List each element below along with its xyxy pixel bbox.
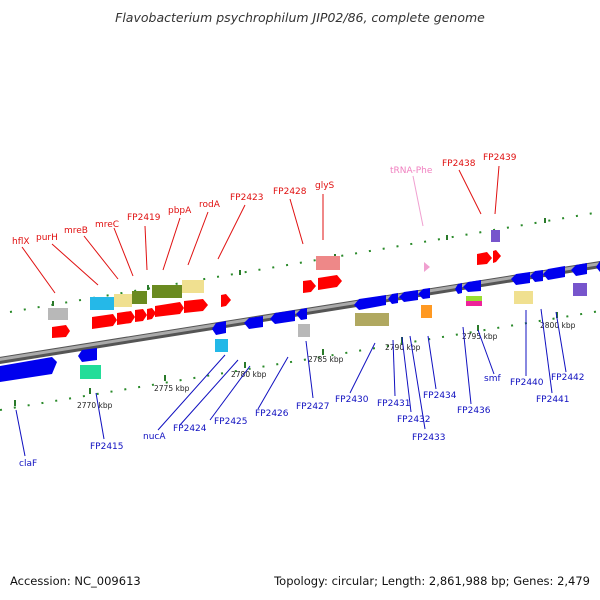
gene-box[interactable] xyxy=(182,280,204,293)
gene-label[interactable]: nucA xyxy=(143,432,166,442)
gene-arrow[interactable] xyxy=(571,263,587,276)
gene-arrow[interactable] xyxy=(455,283,462,294)
gene-box[interactable] xyxy=(514,291,533,304)
gene-box[interactable] xyxy=(90,297,114,310)
gene-label[interactable]: pbpA xyxy=(168,206,192,216)
gene-label[interactable]: rodA xyxy=(199,200,221,210)
forward-label-group: hflX purH mreB mreC FP2419 pbpA rodA FP2… xyxy=(12,153,517,247)
gene-arrow[interactable] xyxy=(270,310,295,324)
gene-label[interactable]: FP2439 xyxy=(483,153,517,163)
gene-label[interactable]: FP2419 xyxy=(127,213,161,223)
outer-dotted-track xyxy=(9,211,600,313)
gene-arrow[interactable] xyxy=(530,270,543,282)
gene-arrow[interactable] xyxy=(596,261,600,272)
gene-arrow[interactable] xyxy=(0,357,57,382)
gene-label[interactable]: FP2430 xyxy=(335,395,369,405)
trna-leader xyxy=(412,175,424,227)
gene-arrow[interactable] xyxy=(477,252,492,265)
gene-arrow[interactable] xyxy=(399,290,418,302)
gene-box[interactable] xyxy=(491,230,500,242)
gene-label[interactable]: FP2415 xyxy=(90,442,124,452)
map-title: Flavobacterium psychrophilum JIP02/86, c… xyxy=(115,10,485,25)
gene-box[interactable] xyxy=(48,308,68,320)
genome-summary-text: Topology: circular; Length: 2,861,988 bp… xyxy=(273,574,590,588)
gene-box[interactable] xyxy=(355,313,389,326)
gene-box[interactable] xyxy=(80,365,101,379)
gene-label[interactable]: FP2433 xyxy=(412,433,446,443)
trna-label[interactable]: tRNA-Phe xyxy=(390,166,433,176)
gene-label[interactable]: FP2428 xyxy=(273,187,307,197)
scale-label: 2770 kbp xyxy=(77,401,113,410)
scale-label: 2785 kbp xyxy=(308,355,344,364)
gene-box[interactable] xyxy=(466,301,482,306)
gene-arrow[interactable] xyxy=(511,272,530,285)
trna-marker[interactable] xyxy=(424,262,430,272)
gene-arrow[interactable] xyxy=(117,311,135,325)
gene-label[interactable]: FP2436 xyxy=(457,406,491,416)
gene-arrow[interactable] xyxy=(296,308,307,320)
gene-arrow[interactable] xyxy=(354,295,386,310)
gene-label[interactable]: purH xyxy=(36,233,58,243)
gene-label[interactable]: FP2441 xyxy=(536,395,570,405)
reverse-leaders xyxy=(15,308,567,457)
gene-arrow[interactable] xyxy=(212,321,226,335)
gene-box[interactable] xyxy=(132,291,147,304)
gene-arrow[interactable] xyxy=(388,293,398,304)
gene-arrow[interactable] xyxy=(318,275,342,290)
scale-label: 2780 kbp xyxy=(231,370,267,379)
forward-genes xyxy=(48,230,501,338)
gene-label[interactable]: hflX xyxy=(12,237,30,247)
gene-label[interactable]: FP2424 xyxy=(173,424,207,434)
gene-box[interactable] xyxy=(466,296,482,301)
accession-text: Accession: NC_009613 xyxy=(10,574,141,588)
gene-arrow[interactable] xyxy=(92,314,117,329)
gene-label[interactable]: FP2425 xyxy=(214,417,248,427)
gene-box[interactable] xyxy=(152,285,182,298)
gene-label[interactable]: FP2440 xyxy=(510,378,544,388)
gene-box[interactable] xyxy=(573,283,587,296)
gene-label[interactable]: FP2438 xyxy=(442,159,476,169)
scale-label: 2775 kbp xyxy=(154,384,190,393)
gene-arrow[interactable] xyxy=(463,280,481,292)
gene-label[interactable]: FP2432 xyxy=(397,415,431,425)
reverse-label-group: claF FP2415 nucA FP2424 FP2425 FP2426 FP… xyxy=(19,373,585,469)
gene-arrow[interactable] xyxy=(135,309,147,322)
gene-label[interactable]: FP2426 xyxy=(255,409,289,419)
gene-arrow[interactable] xyxy=(303,280,316,293)
gene-label[interactable]: glyS xyxy=(315,181,335,191)
gene-arrow[interactable] xyxy=(244,316,263,329)
gene-arrow[interactable] xyxy=(493,250,501,263)
gene-label[interactable]: mreC xyxy=(95,220,119,230)
gene-box[interactable] xyxy=(215,339,228,352)
gene-arrow[interactable] xyxy=(147,308,156,320)
gene-box[interactable] xyxy=(316,256,340,270)
gene-label[interactable]: FP2423 xyxy=(230,193,264,203)
gene-arrow[interactable] xyxy=(221,294,231,307)
gene-label[interactable]: mreB xyxy=(64,226,88,236)
gene-arrow[interactable] xyxy=(78,348,97,362)
gene-label[interactable]: claF xyxy=(19,459,37,469)
gene-label[interactable]: smf xyxy=(484,374,501,384)
gene-box[interactable] xyxy=(298,324,310,337)
gene-label[interactable]: FP2431 xyxy=(377,399,411,409)
gene-arrow[interactable] xyxy=(52,325,70,338)
scale-label: 2795 kbp xyxy=(462,332,498,341)
gene-label[interactable]: FP2442 xyxy=(551,373,585,383)
gene-box[interactable] xyxy=(421,305,432,318)
gene-label[interactable]: FP2434 xyxy=(423,391,457,401)
gene-label[interactable]: FP2427 xyxy=(296,402,330,412)
forward-leaders xyxy=(21,165,500,294)
reverse-genes xyxy=(0,261,600,382)
gene-arrow[interactable] xyxy=(155,302,184,317)
gene-arrow[interactable] xyxy=(184,299,208,313)
gene-arrow[interactable] xyxy=(418,288,430,299)
gene-box[interactable] xyxy=(114,294,132,307)
gene-arrow[interactable] xyxy=(543,266,565,280)
